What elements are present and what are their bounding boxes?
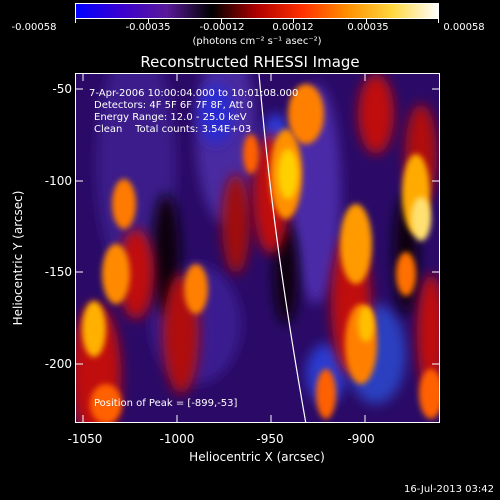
colorbar-tick-label: -0.00058 bbox=[11, 22, 57, 33]
intensity-blob bbox=[288, 84, 324, 144]
intensity-blob bbox=[112, 179, 136, 229]
colorbar-units: (photons cm⁻² s⁻¹ asec⁻²) bbox=[192, 36, 322, 47]
colorbar-gradient bbox=[76, 4, 438, 18]
info-time-range: 7-Apr-2006 10:00:04.000 to 10:01:08.000 bbox=[89, 88, 299, 99]
colorbar bbox=[75, 3, 439, 19]
info-detectors: Detectors: 4F 5F 6F 7F 8F, Att 0 bbox=[94, 100, 254, 111]
x-tick-label: -950 bbox=[256, 432, 284, 446]
colorbar-tick-label: -0.00012 bbox=[199, 22, 245, 33]
info-energy-range: Energy Range: 12.0 - 25.0 keV bbox=[94, 112, 247, 123]
intensity-blob bbox=[358, 306, 374, 342]
colorbar-tick bbox=[75, 19, 76, 23]
intensity-blob bbox=[102, 244, 130, 304]
x-axis-title: Heliocentric X (arcsec) bbox=[189, 450, 325, 464]
intensity-blob bbox=[274, 224, 298, 324]
colorbar-tick-label: 0.00012 bbox=[272, 22, 314, 33]
image-canvas bbox=[76, 74, 439, 422]
intensity-blob bbox=[340, 204, 372, 284]
intensity-blob bbox=[198, 84, 234, 144]
intensity-blob bbox=[118, 229, 154, 319]
colorbar-tick bbox=[148, 19, 149, 23]
colorbar-labels: -0.00058 -0.00035 -0.00012 0.00012 0.000… bbox=[0, 0, 500, 60]
intensity-blob bbox=[316, 369, 336, 419]
plot-title: Reconstructed RHESSI Image bbox=[140, 53, 360, 71]
y-tick-label: -50 bbox=[52, 82, 72, 96]
x-tick-label: -1000 bbox=[159, 432, 195, 446]
colorbar-tick bbox=[366, 19, 367, 23]
x-tick-label: -900 bbox=[347, 432, 375, 446]
y-tick-label: -150 bbox=[44, 265, 72, 279]
colorbar-tick-label: -0.00035 bbox=[125, 22, 171, 33]
intensity-blob bbox=[222, 174, 250, 274]
timestamp: 16-Jul-2013 03:42 bbox=[403, 484, 494, 495]
colorbar-tick bbox=[438, 19, 439, 23]
solar-limb bbox=[258, 74, 307, 422]
intensity-blob bbox=[411, 197, 431, 241]
intensity-blob bbox=[419, 369, 439, 419]
intensity-blob bbox=[184, 264, 208, 314]
y-tick-label: -100 bbox=[44, 174, 72, 188]
peak-position: Position of Peak = [-899,-53] bbox=[94, 398, 238, 409]
colorbar-tick-label: 0.00058 bbox=[443, 22, 485, 33]
y-tick-label: -200 bbox=[44, 357, 72, 371]
intensity-blob bbox=[90, 384, 122, 422]
colorbar-tick-label: 0.00035 bbox=[347, 22, 389, 33]
x-tick-label: -1050 bbox=[67, 432, 103, 446]
info-clean-counts: Clean Total counts: 3.54E+03 bbox=[94, 124, 252, 135]
y-axis-title: Heliocentric Y (arcsec) bbox=[11, 190, 25, 326]
intensity-blob bbox=[396, 252, 416, 296]
image-blobs bbox=[76, 74, 439, 422]
intensity-blob bbox=[278, 149, 298, 199]
image-plot[interactable]: 7-Apr-2006 10:00:04.000 to 10:01:08.000 … bbox=[75, 73, 440, 423]
intensity-blob bbox=[243, 134, 259, 174]
intensity-blob bbox=[358, 74, 394, 154]
colorbar-tick bbox=[221, 19, 222, 23]
colorbar-tick bbox=[293, 19, 294, 23]
intensity-blob bbox=[82, 301, 106, 357]
